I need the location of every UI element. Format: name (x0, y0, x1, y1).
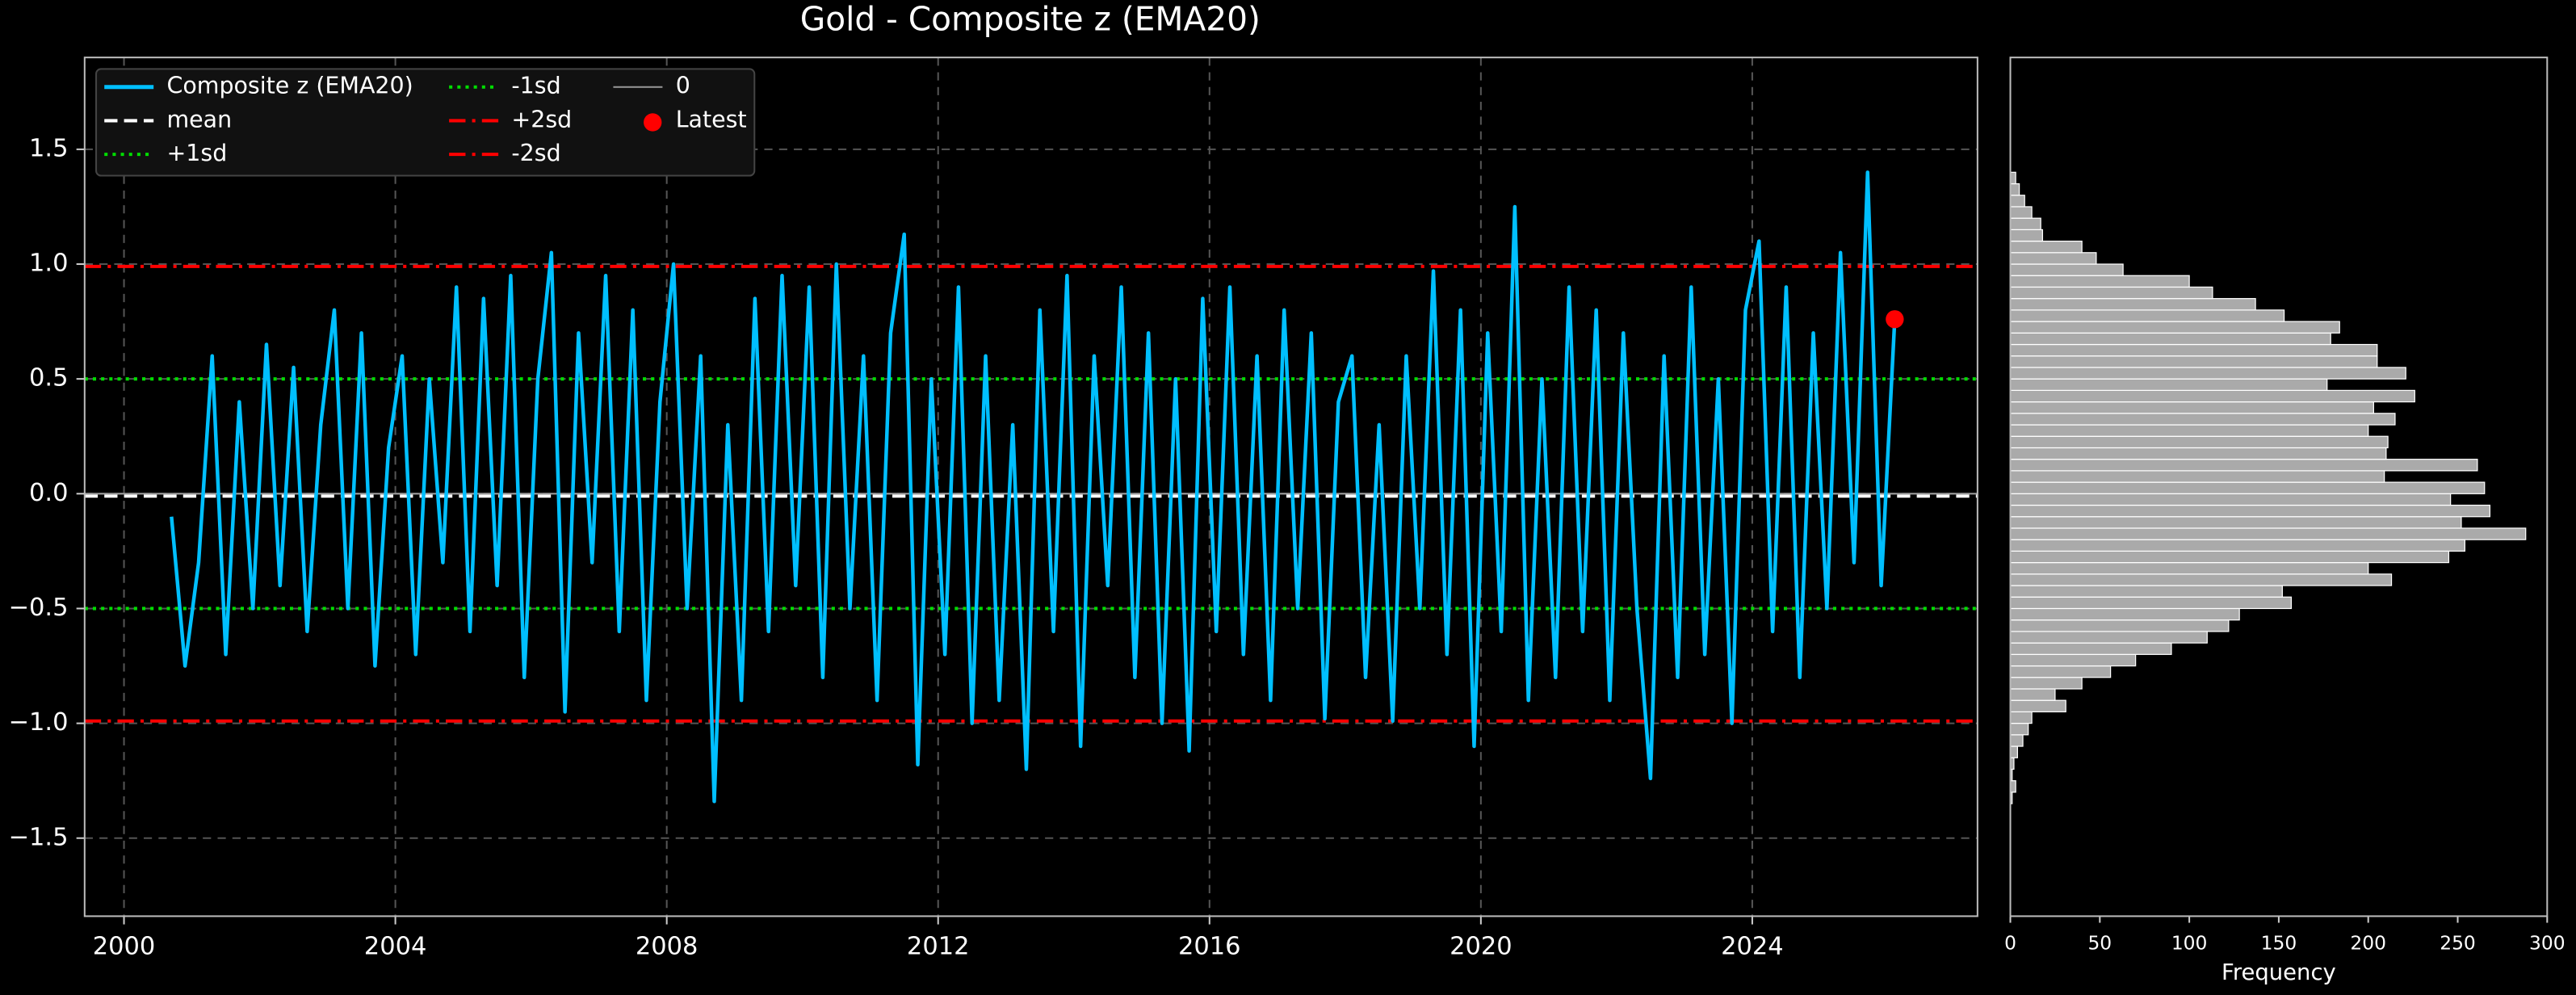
histogram-bar (2009, 481, 2486, 494)
histogram-bar (2009, 321, 2340, 334)
x-tick-label: 150 (2261, 931, 2297, 954)
histogram-bar (2009, 275, 2190, 288)
histogram-bar (2009, 206, 2033, 219)
x-tick-label: 2008 (636, 933, 699, 961)
legend-swatch (644, 113, 662, 132)
histogram-bar (2009, 539, 2465, 552)
x-axis-label: Frequency (2221, 960, 2336, 985)
chart-title: Gold - Composite z (EMA20) (800, 0, 1261, 38)
histogram-bar (2009, 217, 2041, 230)
x-tick-label: 250 (2440, 931, 2476, 954)
legend-label: mean (166, 106, 232, 132)
legend-label: -1sd (511, 73, 560, 99)
histogram-bar (2009, 252, 2097, 265)
histogram-bar (2009, 699, 2066, 713)
legend-label: Latest (676, 106, 747, 132)
histogram-bar (2009, 561, 2369, 575)
histogram-bar (2009, 607, 2240, 621)
latest-point (1886, 310, 1904, 329)
histogram-bar (2009, 470, 2385, 483)
x-tick-label: 200 (2350, 931, 2386, 954)
histogram-bar (2009, 688, 2056, 701)
x-tick-label: 50 (2087, 931, 2112, 954)
histogram-bar (2009, 745, 2018, 758)
histogram-bar (2009, 435, 2389, 449)
histogram-bar (2009, 585, 2283, 598)
x-tick-label: 2012 (907, 933, 970, 961)
histogram-bar (2009, 493, 2452, 506)
y-tick-label: 1.0 (29, 250, 68, 278)
x-tick-label: 300 (2529, 931, 2566, 954)
y-tick-label: −1.0 (8, 708, 68, 737)
histogram-bar (2009, 413, 2396, 426)
x-tick-label: 2004 (364, 933, 427, 961)
histogram-bar (2009, 401, 2374, 414)
x-tick-label: 2000 (93, 933, 156, 961)
histogram-bar (2009, 631, 2208, 644)
y-tick-label: 1.5 (29, 134, 68, 162)
legend-label: -2sd (511, 140, 560, 166)
histogram-bar (2009, 527, 2527, 540)
histogram-bar (2009, 309, 2285, 322)
histogram-bar (2009, 734, 2024, 747)
histogram-bar (2009, 711, 2033, 724)
histogram-bar (2009, 642, 2172, 655)
histogram-bar (2009, 596, 2293, 610)
legend-label: +2sd (511, 106, 572, 132)
histogram-bar (2009, 240, 2083, 254)
histogram-bar (2009, 263, 2124, 276)
histogram-bar (2009, 298, 2256, 311)
x-tick-label: 2024 (1721, 933, 1784, 961)
histogram-bar (2009, 229, 2044, 242)
histogram-bar (2009, 550, 2450, 564)
x-tick-label: 0 (2004, 931, 2016, 954)
histogram-bar (2009, 459, 2478, 472)
series-line (170, 170, 1897, 804)
histogram-bar (2009, 573, 2393, 586)
histogram-bar (2009, 183, 2020, 196)
histogram-bar (2009, 367, 2406, 380)
histogram-bar (2009, 677, 2083, 690)
legend-box (95, 68, 756, 177)
x-tick-label: 2020 (1450, 933, 1512, 961)
histogram-bar (2009, 504, 2491, 518)
legend-label: 0 (676, 73, 690, 99)
histogram-bar (2009, 195, 2025, 208)
histogram-bar (2009, 653, 2137, 667)
histogram-bar (2009, 619, 2230, 632)
y-tick-label: −1.5 (8, 823, 68, 851)
histogram-bar (2009, 343, 2378, 357)
legend-label: +1sd (166, 140, 227, 166)
histogram-bar (2009, 516, 2462, 529)
plot-frame (2009, 57, 2549, 917)
histogram-bar (2009, 722, 2029, 736)
y-tick-label: 0.5 (29, 364, 68, 393)
x-tick-label: 100 (2171, 931, 2208, 954)
histogram-bar (2009, 665, 2112, 678)
histogram-bar (2009, 355, 2378, 368)
histogram-bar (2009, 424, 2369, 437)
plot-frame (83, 57, 1978, 917)
histogram-bar (2009, 389, 2415, 403)
legend-label: Composite z (EMA20) (166, 73, 413, 99)
y-tick-label: −0.5 (8, 594, 68, 622)
histogram-bar (2009, 447, 2387, 460)
histogram-bar (2009, 332, 2331, 346)
histogram-bar (2009, 378, 2328, 391)
x-tick-label: 2016 (1178, 933, 1241, 961)
y-tick-label: 0.0 (29, 479, 68, 507)
histogram-bar (2009, 286, 2213, 300)
